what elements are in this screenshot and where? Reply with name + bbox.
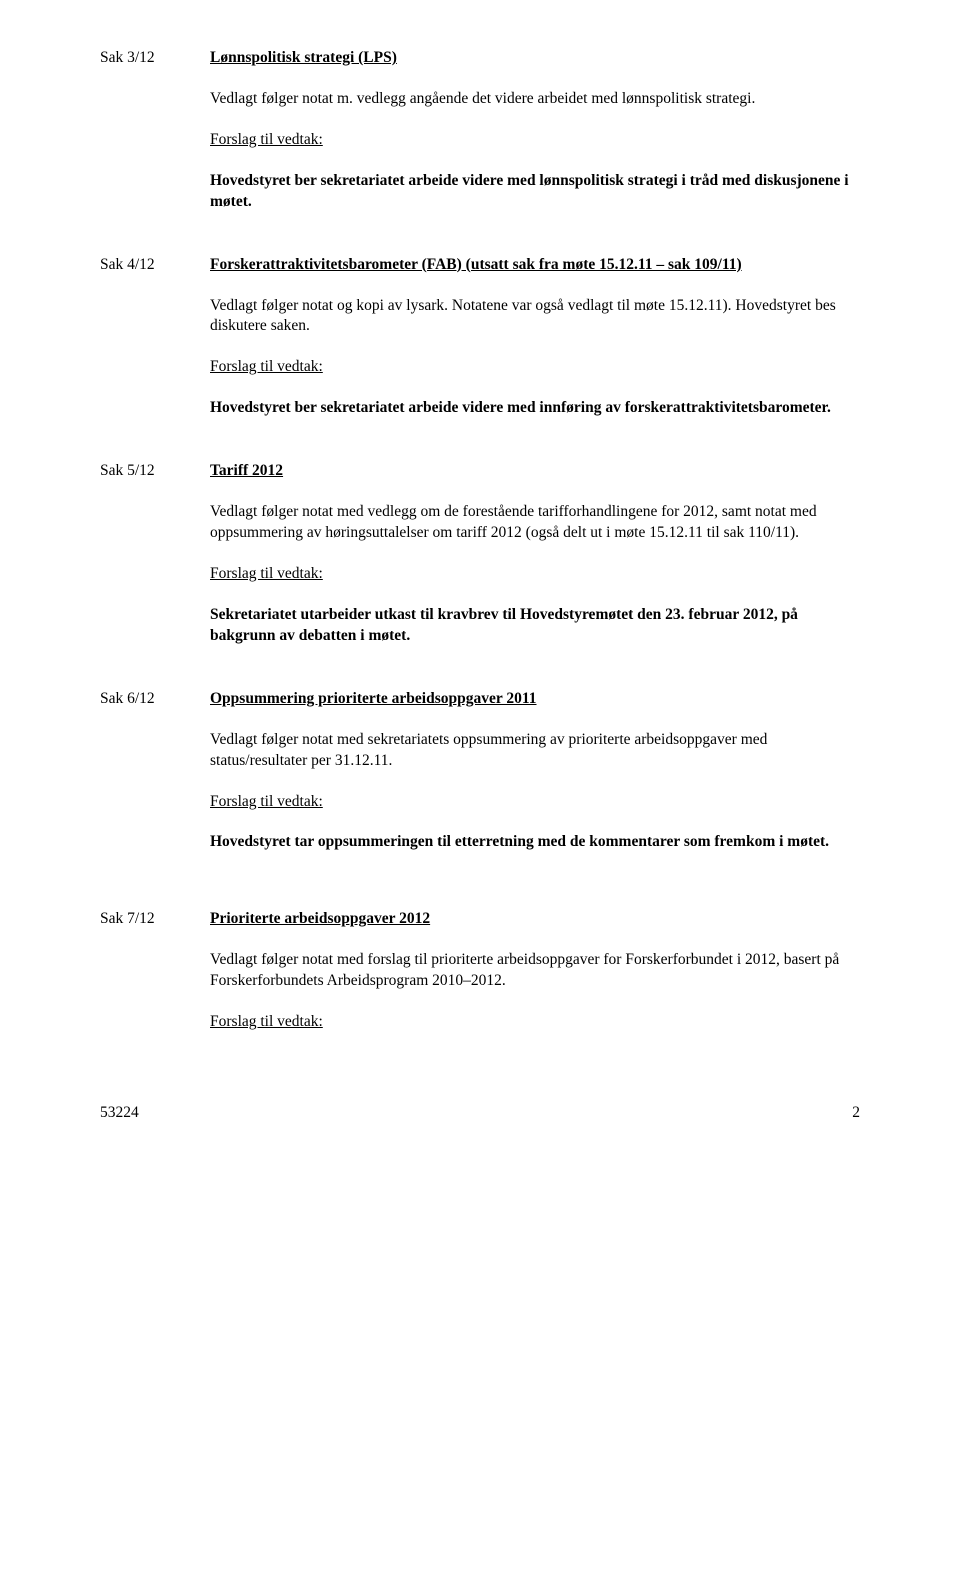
- forslag-label: Forslag til vedtak:: [210, 130, 860, 151]
- sak-body: Vedlagt følger notat m. vedlegg angående…: [210, 89, 860, 213]
- sak-header: Sak 6/12 Oppsummering prioriterte arbeid…: [100, 689, 860, 710]
- vedtak-text: Sekretariatet utarbeider utkast til krav…: [210, 605, 860, 647]
- sak-5-12: Sak 5/12 Tariff 2012 Vedlagt følger nota…: [100, 461, 860, 647]
- sak-6-12: Sak 6/12 Oppsummering prioriterte arbeid…: [100, 689, 860, 854]
- sak-number: Sak 5/12: [100, 461, 210, 482]
- sak-7-12: Sak 7/12 Prioriterte arbeidsoppgaver 201…: [100, 909, 860, 1033]
- vedtak-text: Hovedstyret ber sekretariatet arbeide vi…: [210, 171, 860, 213]
- sak-header: Sak 3/12 Lønnspolitisk strategi (LPS): [100, 48, 860, 69]
- sak-body: Vedlagt følger notat med vedlegg om de f…: [210, 502, 860, 647]
- sak-title: Tariff 2012: [210, 461, 283, 482]
- page-footer: 53224 2: [100, 1103, 860, 1124]
- sak-title: Forskerattraktivitetsbarometer (FAB) (ut…: [210, 255, 742, 276]
- forslag-label: Forslag til vedtak:: [210, 1012, 860, 1033]
- sak-body: Vedlagt følger notat med forslag til pri…: [210, 950, 860, 1033]
- vedtak-text: Hovedstyret ber sekretariatet arbeide vi…: [210, 398, 860, 419]
- sak-para: Vedlagt følger notat med sekretariatets …: [210, 730, 860, 772]
- forslag-label: Forslag til vedtak:: [210, 564, 860, 585]
- sak-header: Sak 7/12 Prioriterte arbeidsoppgaver 201…: [100, 909, 860, 930]
- footer-left: 53224: [100, 1103, 139, 1124]
- sak-header: Sak 4/12 Forskerattraktivitetsbarometer …: [100, 255, 860, 276]
- sak-body: Vedlagt følger notat med sekretariatets …: [210, 730, 860, 854]
- sak-para: Vedlagt følger notat og kopi av lysark. …: [210, 296, 860, 338]
- sak-number: Sak 6/12: [100, 689, 210, 710]
- sak-para: Vedlagt følger notat m. vedlegg angående…: [210, 89, 860, 110]
- sak-para: Vedlagt følger notat med forslag til pri…: [210, 950, 860, 992]
- sak-para: Vedlagt følger notat med vedlegg om de f…: [210, 502, 860, 544]
- sak-title: Oppsummering prioriterte arbeidsoppgaver…: [210, 689, 537, 710]
- sak-4-12: Sak 4/12 Forskerattraktivitetsbarometer …: [100, 255, 860, 420]
- footer-right: 2: [852, 1103, 860, 1124]
- sak-number: Sak 7/12: [100, 909, 210, 930]
- sak-header: Sak 5/12 Tariff 2012: [100, 461, 860, 482]
- vedtak-text: Hovedstyret tar oppsummeringen til etter…: [210, 832, 860, 853]
- sak-number: Sak 3/12: [100, 48, 210, 69]
- forslag-label: Forslag til vedtak:: [210, 357, 860, 378]
- sak-body: Vedlagt følger notat og kopi av lysark. …: [210, 296, 860, 420]
- sak-number: Sak 4/12: [100, 255, 210, 276]
- forslag-label: Forslag til vedtak:: [210, 792, 860, 813]
- sak-title: Lønnspolitisk strategi (LPS): [210, 48, 397, 69]
- sak-title: Prioriterte arbeidsoppgaver 2012: [210, 909, 430, 930]
- sak-3-12: Sak 3/12 Lønnspolitisk strategi (LPS) Ve…: [100, 48, 860, 213]
